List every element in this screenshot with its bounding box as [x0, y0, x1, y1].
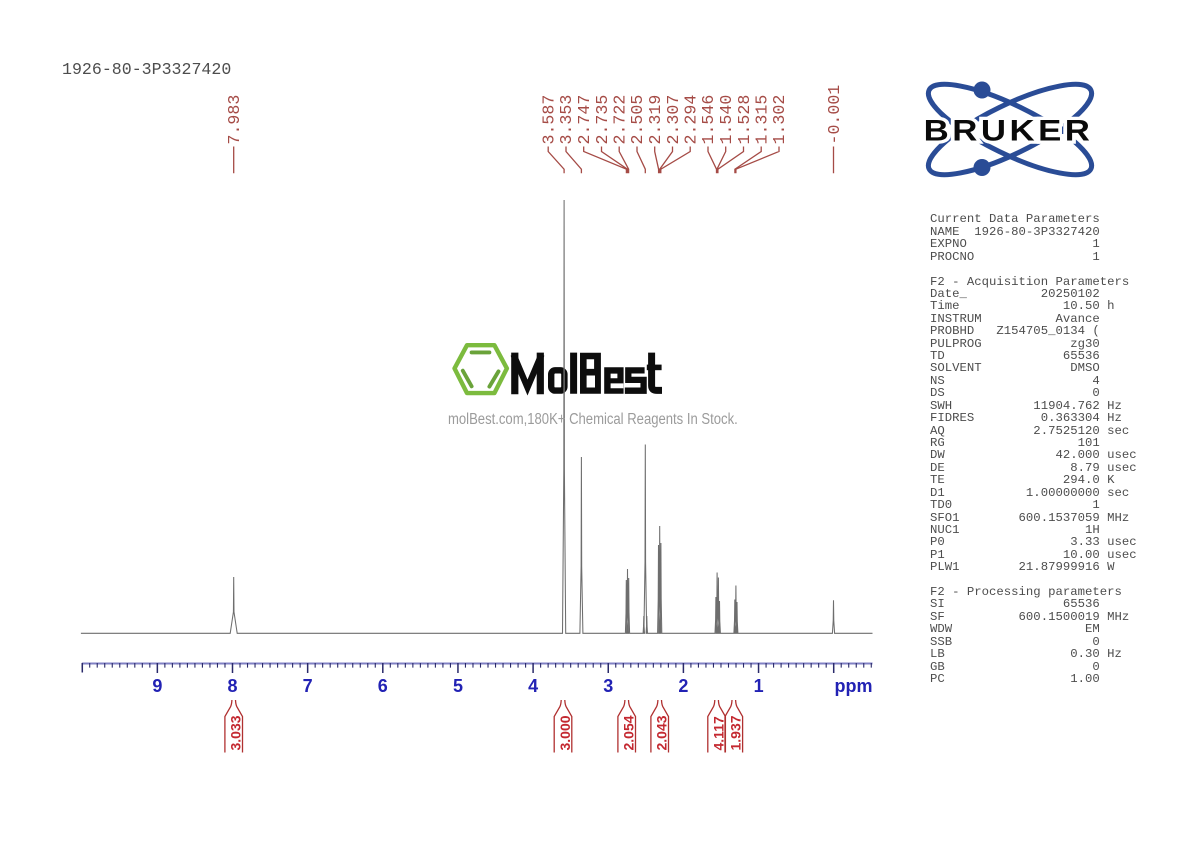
svg-text:1.302: 1.302 — [770, 95, 789, 145]
svg-text:ppm: ppm — [835, 676, 873, 696]
svg-text:1.315: 1.315 — [753, 95, 772, 145]
svg-text:-0.001: -0.001 — [825, 85, 844, 145]
svg-text:7.983: 7.983 — [225, 95, 244, 145]
svg-text:2.054: 2.054 — [621, 715, 637, 750]
svg-text:8: 8 — [227, 676, 237, 696]
svg-text:2.307: 2.307 — [664, 95, 683, 145]
svg-text:5: 5 — [453, 676, 463, 696]
svg-text:9: 9 — [152, 676, 162, 696]
svg-text:3.000: 3.000 — [557, 715, 573, 750]
svg-text:3.587: 3.587 — [540, 95, 559, 145]
svg-text:2: 2 — [678, 676, 688, 696]
svg-text:1.528: 1.528 — [735, 95, 754, 145]
svg-text:1.546: 1.546 — [699, 95, 718, 145]
svg-text:4: 4 — [528, 676, 538, 696]
svg-text:6: 6 — [378, 676, 388, 696]
svg-text:3.033: 3.033 — [228, 715, 244, 750]
svg-text:2.722: 2.722 — [611, 95, 630, 145]
svg-text:2.505: 2.505 — [628, 95, 647, 145]
svg-text:4.117: 4.117 — [711, 716, 727, 750]
svg-text:3.353: 3.353 — [557, 95, 576, 145]
svg-text:2.043: 2.043 — [654, 715, 670, 750]
svg-text:2.319: 2.319 — [646, 95, 665, 145]
svg-text:2.294: 2.294 — [682, 95, 701, 145]
svg-text:3: 3 — [603, 676, 613, 696]
svg-text:2.747: 2.747 — [575, 95, 594, 145]
svg-text:1.540: 1.540 — [717, 95, 736, 145]
svg-text:2.735: 2.735 — [593, 95, 612, 145]
svg-text:BRUKER: BRUKER — [924, 114, 1094, 147]
svg-text:7: 7 — [303, 676, 313, 696]
svg-text:1.937: 1.937 — [728, 715, 744, 750]
svg-text:1: 1 — [754, 676, 764, 696]
